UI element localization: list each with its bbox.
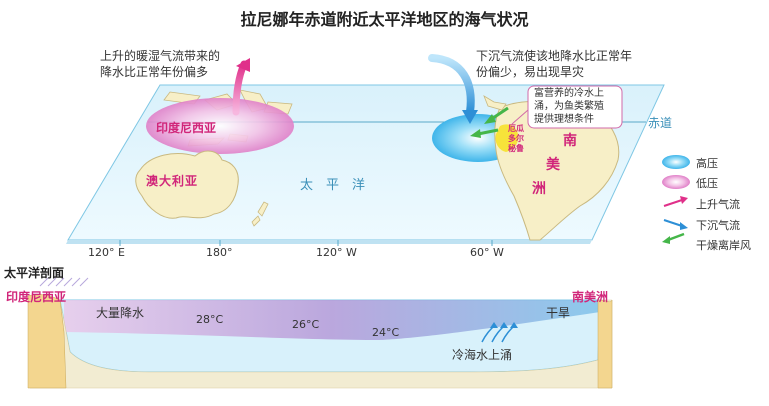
ocean-plane-edge xyxy=(66,240,592,244)
section-indonesia-land xyxy=(27,294,67,389)
peru-ecuador-label: 厄瓜 多尔 秘鲁 xyxy=(508,124,524,154)
dry-offshore-wind-icon xyxy=(662,232,685,244)
section-title: 太平洋剖面 xyxy=(4,266,65,280)
heavy-rain-hatching xyxy=(39,277,89,287)
legend-sinking-airflow: 下沉气流 xyxy=(696,219,740,232)
longitude-60w: 60° W xyxy=(470,246,504,259)
south-america-char-3: 洲 xyxy=(532,181,546,197)
pacific-label: 太 平 洋 xyxy=(300,178,366,193)
legend-high-pressure: 高压 xyxy=(696,157,718,170)
indonesia-map-label: 印度尼西亚 xyxy=(156,121,217,135)
longitude-120e: 120° E xyxy=(88,246,125,259)
section-indonesia-label: 印度尼西亚 xyxy=(6,290,67,304)
south-america-char-1: 南 xyxy=(563,133,577,149)
page-title: 拉尼娜年赤道附近太平洋地区的海气状况 xyxy=(240,10,529,29)
rain-annotation: 上升的暖湿气流带来的 降水比正常年份偏多 xyxy=(100,48,220,80)
drought-annotation-line-2: 份偏少，易出现旱灾 xyxy=(476,65,585,79)
high-pressure-icon xyxy=(662,155,690,169)
section-south-america-label: 南美洲 xyxy=(572,290,609,304)
callout-line-1: 富营养的冷水上 xyxy=(534,88,604,99)
australia-landmass xyxy=(135,150,239,219)
ecuador-label-part-1: 厄瓜 xyxy=(508,124,524,133)
sinking-airflow-icon xyxy=(663,219,688,230)
longitude-180: 180° xyxy=(206,246,233,259)
temp-28-label: 28°C xyxy=(196,313,224,326)
legend-dry-offshore-wind: 干燥离岸风 xyxy=(696,239,751,252)
low-pressure-icon xyxy=(662,175,690,189)
peru-label: 秘鲁 xyxy=(508,144,524,153)
upwelling-callout: 富营养的冷水上 涌，为鱼类繁殖 提供理想条件 xyxy=(534,87,604,126)
drought-annotation: 下沉气流使该地降水比正常年 份偏少，易出现旱灾 xyxy=(476,48,632,80)
drought-label: 干旱 xyxy=(546,306,571,320)
heavy-rain-label: 大量降水 xyxy=(96,306,145,320)
longitude-120w: 120° W xyxy=(316,246,357,259)
australia-label: 澳大利亚 xyxy=(146,174,199,188)
section-south-america-land xyxy=(597,299,613,389)
temp-26-label: 26°C xyxy=(292,318,320,331)
longitude-ticks xyxy=(119,240,493,246)
central-america xyxy=(483,95,507,111)
section-warm-layer xyxy=(64,300,600,340)
rain-annotation-line-2: 降水比正常年份偏多 xyxy=(100,65,209,79)
south-america-char-2: 美 xyxy=(546,157,560,173)
ecuador-label-part-2: 多尔 xyxy=(508,134,524,143)
new-zealand xyxy=(251,201,269,227)
rising-airflow-icon xyxy=(663,196,688,207)
legend-rising-airflow: 上升气流 xyxy=(696,198,740,211)
callout-line-2: 涌，为鱼类繁殖 xyxy=(534,101,604,112)
legend-low-pressure: 低压 xyxy=(696,177,718,190)
peru-ecuador-region xyxy=(495,124,519,152)
drought-annotation-line-1: 下沉气流使该地降水比正常年 xyxy=(476,49,633,63)
upwelling-label: 冷海水上涌 xyxy=(452,348,513,362)
low-pressure-zone xyxy=(146,98,294,154)
callout-line-3: 提供理想条件 xyxy=(534,114,594,125)
section-seabed xyxy=(29,299,613,389)
sinking-airflow-arrow xyxy=(428,54,475,116)
rain-annotation-line-1: 上升的暖湿气流带来的 xyxy=(100,49,221,63)
pacific-cross-section xyxy=(27,277,613,389)
dry-offshore-wind-arrows xyxy=(470,106,509,138)
temp-24-label: 24°C xyxy=(372,326,400,339)
equator-label: 赤道 xyxy=(648,116,673,130)
callout-box xyxy=(527,85,623,129)
